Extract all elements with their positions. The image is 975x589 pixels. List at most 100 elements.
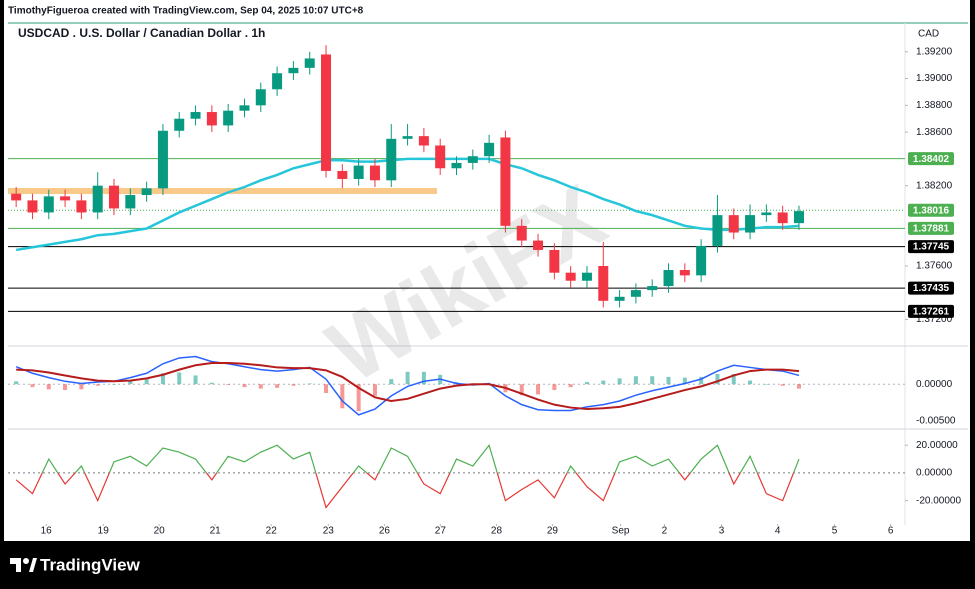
histogram-bar bbox=[389, 379, 394, 385]
x-tick-label: 22 bbox=[266, 526, 278, 537]
candle-body bbox=[288, 67, 299, 74]
candle-body bbox=[337, 170, 348, 179]
candle-body bbox=[255, 89, 266, 106]
candle-body bbox=[402, 136, 413, 139]
y-tick-label: -0.00500 bbox=[916, 415, 956, 426]
candle-body bbox=[598, 266, 609, 301]
candle-body bbox=[435, 145, 446, 169]
logo-part bbox=[16, 558, 21, 572]
y-tick-label: 1.38600 bbox=[916, 127, 953, 138]
x-tick-label: 2 bbox=[662, 526, 668, 537]
y-tick-label: 0.00000 bbox=[916, 379, 953, 390]
histogram-bar bbox=[633, 376, 638, 385]
x-tick-label: 26 bbox=[379, 526, 391, 537]
moving-average bbox=[15, 157, 800, 252]
logo-part bbox=[29, 558, 37, 572]
candle-body bbox=[516, 225, 527, 241]
histogram-bar bbox=[258, 384, 263, 389]
y-tick-label: 20.00000 bbox=[916, 440, 958, 451]
chart-area bbox=[4, 0, 970, 541]
histogram-bar bbox=[63, 384, 68, 391]
histogram-bar bbox=[780, 384, 785, 386]
candle-body bbox=[157, 130, 168, 189]
candle-body bbox=[728, 215, 739, 233]
histogram-bar bbox=[421, 371, 426, 385]
y-tick-label: 0.00000 bbox=[916, 468, 953, 479]
candle-body bbox=[125, 195, 136, 209]
credit: TimothyFigueroa created with TradingView… bbox=[8, 6, 364, 17]
candle-body bbox=[777, 212, 788, 224]
histogram-bar bbox=[699, 376, 704, 385]
x-tick-label: 16 bbox=[41, 526, 53, 537]
histogram-bar bbox=[372, 384, 377, 396]
histogram-bar bbox=[536, 384, 541, 395]
histogram-bar bbox=[650, 376, 655, 385]
price-label-bg bbox=[908, 152, 954, 166]
candle-body bbox=[712, 215, 723, 246]
candle-body bbox=[369, 165, 380, 181]
histogram-bar bbox=[193, 375, 198, 385]
signal-line bbox=[16, 362, 800, 411]
histogram-bar bbox=[617, 378, 622, 385]
candle-body bbox=[418, 136, 429, 146]
candle-body bbox=[679, 270, 690, 276]
y-tick-label: 1.37600 bbox=[916, 261, 953, 272]
candle-body bbox=[647, 286, 658, 291]
x-tick-label: 29 bbox=[547, 526, 559, 537]
x-tick-label: 3 bbox=[719, 526, 725, 537]
logo bbox=[10, 558, 37, 572]
zone bbox=[8, 188, 437, 195]
candle-body bbox=[696, 245, 707, 276]
candle-body bbox=[533, 240, 544, 250]
candle-body bbox=[761, 212, 772, 216]
histogram-bar bbox=[764, 384, 769, 385]
candle-body bbox=[581, 272, 592, 281]
candle-body bbox=[484, 142, 495, 157]
histogram-bar bbox=[568, 384, 573, 388]
price-label: 1.37745 bbox=[913, 242, 950, 253]
price-label-bg bbox=[908, 221, 954, 235]
logo-part bbox=[10, 558, 21, 564]
y-tick-label: -20.00000 bbox=[916, 495, 961, 506]
candle-body bbox=[663, 270, 674, 287]
price-label-bg bbox=[908, 281, 954, 295]
candle-body bbox=[141, 188, 152, 196]
oscillator-line bbox=[41, 443, 800, 473]
x-tick-label: 4 bbox=[775, 526, 781, 537]
candle-body bbox=[565, 272, 576, 281]
candle-body bbox=[223, 110, 234, 126]
histogram-bar bbox=[30, 384, 35, 388]
histogram-bar bbox=[796, 384, 801, 389]
price-label-bg bbox=[908, 304, 954, 318]
histogram-bar bbox=[601, 380, 606, 385]
x-tick-label: Sep bbox=[612, 526, 630, 537]
histogram-bar bbox=[144, 379, 149, 385]
y-tick-label: 1.37200 bbox=[916, 314, 953, 325]
candle-body bbox=[92, 185, 103, 213]
histogram-bar bbox=[552, 384, 557, 391]
candle-body bbox=[174, 118, 185, 131]
candle-body bbox=[745, 215, 756, 233]
candle-body bbox=[206, 112, 217, 126]
candle-body bbox=[353, 165, 364, 179]
candle-body bbox=[11, 193, 22, 201]
histogram-bar bbox=[209, 382, 214, 385]
histogram-bar bbox=[177, 372, 182, 385]
histogram-bar bbox=[14, 381, 19, 385]
price-label-bg bbox=[908, 203, 954, 217]
logo-part bbox=[23, 558, 29, 564]
candle-body bbox=[630, 290, 641, 297]
candle-body bbox=[500, 137, 511, 226]
candle-body bbox=[304, 58, 315, 68]
candle-body bbox=[43, 196, 54, 213]
histogram-bar bbox=[242, 384, 247, 388]
histogram-bar bbox=[666, 376, 671, 385]
candle-body bbox=[451, 162, 462, 169]
histogram-bar bbox=[324, 384, 329, 393]
candle-body bbox=[27, 200, 38, 213]
histogram-bar bbox=[340, 384, 345, 409]
histogram-bar bbox=[682, 377, 687, 385]
candle-body bbox=[272, 73, 283, 90]
x-tick-label: 21 bbox=[210, 526, 222, 537]
